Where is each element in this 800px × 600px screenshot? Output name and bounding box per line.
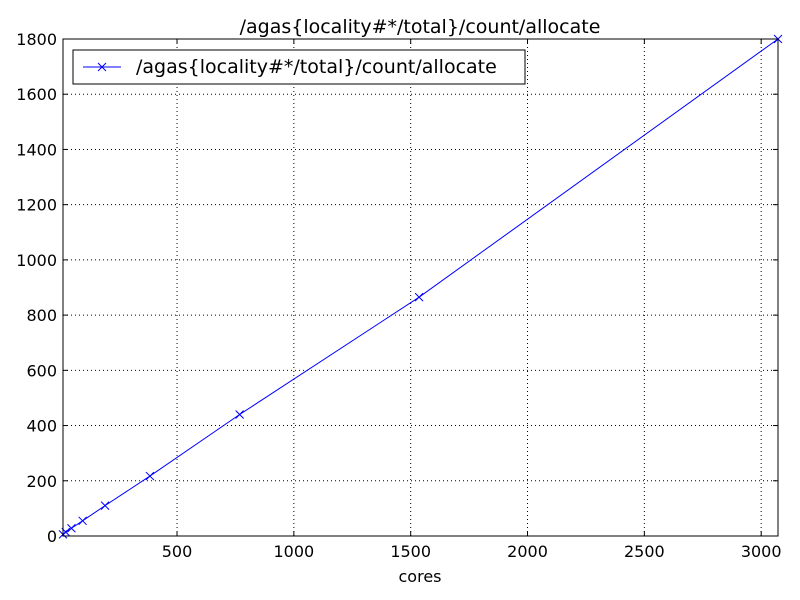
- x-tick-label: 500: [162, 542, 193, 561]
- plot-frame: [62, 38, 779, 537]
- x-tick-label: 1500: [390, 542, 431, 561]
- y-tick-label: 1800: [16, 30, 57, 49]
- data-point-marker: [100, 501, 110, 510]
- plot-area-background: [63, 39, 778, 536]
- grid-layer: [63, 38, 778, 537]
- y-tick-label: 1200: [16, 196, 57, 215]
- y-tick-label: 400: [26, 417, 57, 436]
- chart-title: /agas{locality#*/total}/count/allocate: [240, 16, 601, 38]
- data-point-marker: [78, 516, 87, 526]
- x-axis-label: cores: [399, 567, 442, 586]
- ticks-layer: 500 1000 1500 2000 2500 3000 0 200 400 600 800 1000…: [16, 30, 781, 561]
- legend-series-label: /agas{locality#*/total}/count/allocate: [136, 56, 497, 78]
- data-point-marker: [67, 523, 76, 533]
- x-tick-label: 2000: [507, 542, 548, 561]
- data-point-marker: [414, 292, 424, 302]
- x-tick-label: 3000: [741, 542, 782, 561]
- y-tick-label: 1600: [16, 85, 57, 104]
- data-point-marker: [235, 410, 245, 419]
- y-tick-label: 200: [26, 472, 57, 491]
- y-tick-label: 0: [47, 527, 57, 546]
- legend-box: [72, 49, 526, 85]
- legend-marker-sample: [97, 62, 107, 72]
- legend: /agas{locality#*/total}/count/allocate: [72, 49, 526, 85]
- series-layer: [58, 34, 783, 539]
- y-tick-label: 1400: [16, 140, 57, 159]
- y-tick-label: 800: [26, 306, 57, 325]
- data-point-marker: [145, 471, 155, 481]
- y-tick-label: 1000: [16, 251, 57, 270]
- x-tick-label: 1000: [273, 542, 314, 561]
- x-tick-label: 2500: [624, 542, 665, 561]
- y-tick-label: 600: [26, 361, 57, 380]
